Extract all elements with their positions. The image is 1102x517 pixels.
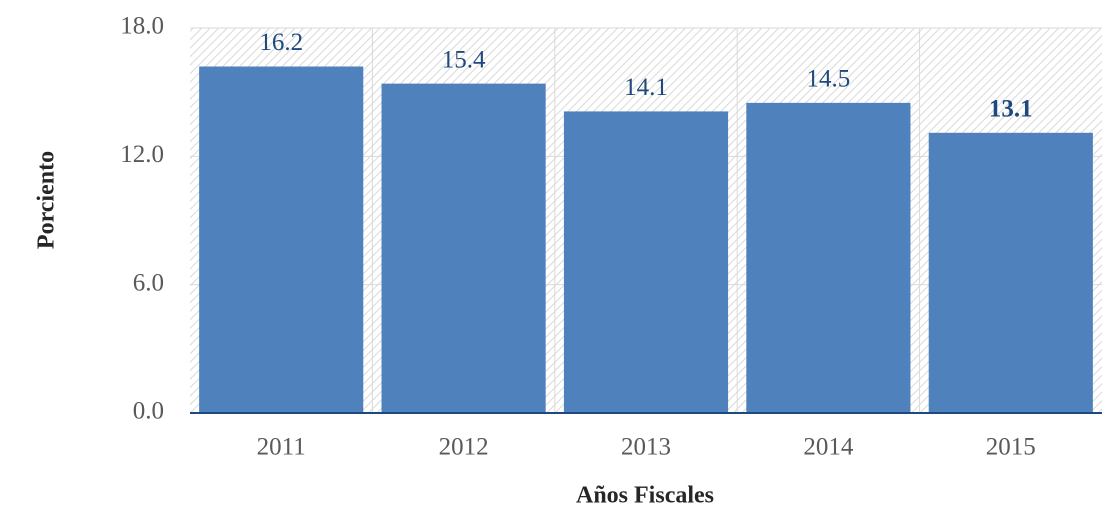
y-tick-label: 6.0	[133, 269, 164, 296]
value-label: 13.1	[989, 96, 1033, 123]
value-label: 14.1	[624, 74, 668, 101]
y-tick-label: 12.0	[120, 141, 164, 168]
y-tick-label: 18.0	[120, 13, 164, 40]
value-label: 14.5	[807, 66, 851, 93]
x-axis-label: Años Fiscales	[576, 483, 714, 509]
x-tick-label: 2015	[986, 434, 1036, 461]
x-tick-label: 2013	[621, 434, 671, 461]
bar	[928, 132, 1093, 414]
y-tick-label: 0.0	[133, 398, 164, 425]
x-tick-label: 2011	[257, 434, 306, 461]
bar	[746, 102, 911, 413]
x-tick-label: 2012	[439, 434, 489, 461]
value-label: 16.2	[259, 29, 303, 56]
y-axis-label: Porciento	[34, 151, 60, 249]
bar	[563, 111, 729, 414]
value-label: 15.4	[442, 46, 486, 73]
x-tick-label: 2014	[803, 434, 854, 461]
bar	[381, 83, 546, 413]
bar	[199, 66, 364, 413]
